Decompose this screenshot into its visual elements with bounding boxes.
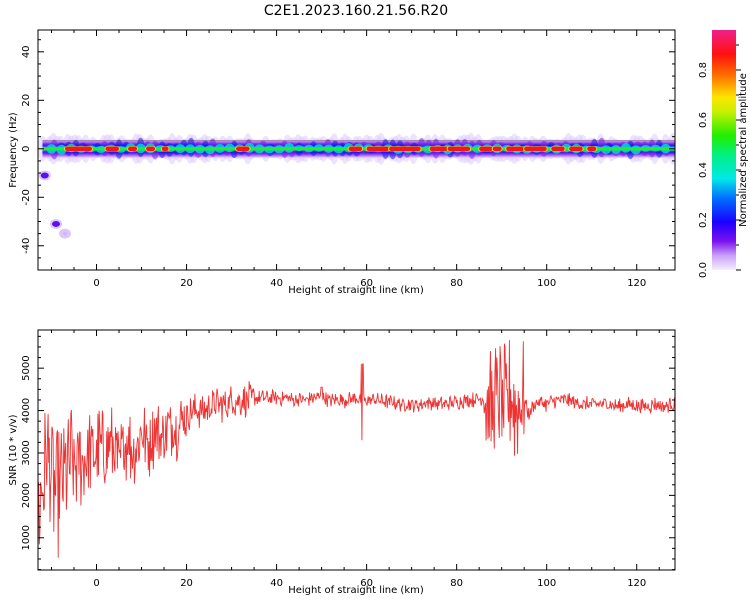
- snr-x-axis-label: Height of straight line (km): [288, 585, 424, 596]
- snr-y-tick-label: 1000: [21, 525, 32, 550]
- heatmap-hot-segment: [236, 146, 250, 151]
- heatmap-hot-segment: [105, 146, 120, 151]
- snr-y-tick-label: 5000: [21, 355, 32, 380]
- snr-y-axis-label: SNR (10 * v/v): [8, 414, 19, 485]
- heatmap-hot-segment: [587, 146, 597, 151]
- spectrogram-y-tick-label: 20: [21, 94, 32, 107]
- spectrogram-x-tick-label: 0: [93, 278, 99, 289]
- spectrogram-y-tick-label: 0: [21, 146, 32, 152]
- heatmap-outlier: [52, 220, 61, 227]
- spectrogram-y-tick-label: -40: [21, 238, 32, 254]
- heatmap-hot-segment: [506, 146, 525, 151]
- heatmap-hot-segment: [447, 146, 471, 151]
- snr-x-tick-label: 60: [360, 578, 373, 589]
- snr-y-tick-label: 2000: [21, 483, 32, 508]
- colorbar-tick-label: 0.2: [698, 212, 709, 228]
- colorbar: 0.0 0.2 0.4 0.6 0.8 Normalized spectral ampl…: [698, 30, 749, 278]
- heatmap-hot-segment: [348, 146, 363, 151]
- spectrogram-frame: [37, 29, 676, 271]
- heatmap-hot-segment: [569, 146, 583, 151]
- heatmap-hot-segment: [524, 146, 547, 151]
- snr-x-tick-label: 20: [180, 578, 193, 589]
- snr-x-tick-label: 0: [93, 578, 99, 589]
- spectrogram-x-tick-label: 100: [537, 278, 556, 289]
- spectrogram-y-tick-label: -20: [21, 189, 32, 205]
- heatmap-hot-segment: [366, 146, 390, 151]
- spectrogram-x-tick-label: 60: [360, 278, 373, 289]
- snr-frame: [37, 329, 676, 571]
- heatmap-hot-segment: [65, 146, 93, 151]
- colorbar-ticks: 0.0 0.2 0.4 0.6 0.8: [698, 44, 741, 278]
- colorbar-tick-label: 0.6: [698, 112, 709, 128]
- heatmap-hot-segment: [551, 146, 565, 151]
- heatmap-hot-segment: [146, 146, 156, 151]
- snr-panel: 0 20 40 60 80 100 120 1000 2000 3000 4000 5000 Heig…: [8, 329, 676, 596]
- heatmap-outlier: [40, 172, 49, 179]
- heatmap-hot-segment: [389, 146, 421, 151]
- snr-x-tick-label: 100: [537, 578, 556, 589]
- snr-ticks: 0 20 40 60 80 100 120 1000 2000 3000 4000 5000: [21, 330, 675, 589]
- snr-x-tick-label: 120: [627, 578, 646, 589]
- heatmap-hot-segment: [429, 146, 448, 151]
- spectrogram-panel: 0 20 40 60 80 100 120 -40 -20 0 20 40 Height of str…: [8, 29, 676, 296]
- spectrogram-y-axis-label: Frequency (Hz): [8, 112, 19, 188]
- colorbar-label: Normalized spectral amplitude: [738, 73, 749, 227]
- spectrogram-y-tick-label: 40: [21, 45, 32, 58]
- spectrogram-x-tick-label: 40: [270, 278, 283, 289]
- heatmap-hot-segment: [479, 146, 493, 151]
- colorbar-tick-label: 0.8: [698, 62, 709, 78]
- spectrogram-x-axis-label: Height of straight line (km): [288, 285, 424, 296]
- snr-x-tick-label: 40: [270, 578, 283, 589]
- spectrogram-x-tick-label: 80: [450, 278, 463, 289]
- heatmap-hot-segment: [492, 146, 502, 151]
- figure-title: C2E1.2023.160.21.56.R20: [264, 3, 448, 19]
- colorbar-tick-label: 0.4: [698, 162, 709, 178]
- snr-series-line: [38, 340, 675, 558]
- spectrogram-heatmap: [38, 132, 675, 239]
- heatmap-hot-segment: [161, 146, 169, 151]
- spectrogram-x-tick-label: 120: [627, 278, 646, 289]
- snr-y-tick-label: 3000: [21, 440, 32, 465]
- colorbar-tick-label: 0.0: [698, 262, 709, 278]
- snr-x-tick-label: 80: [450, 578, 463, 589]
- heatmap-hot-segment: [128, 146, 138, 151]
- spectrogram-ticks: 0 20 40 60 80 100 120 -40 -20 0 20 40: [21, 30, 675, 289]
- colorbar-gradient: [712, 30, 736, 270]
- snr-y-tick-label: 4000: [21, 398, 32, 423]
- spectrogram-x-tick-label: 20: [180, 278, 193, 289]
- heatmap-outlier: [63, 231, 68, 236]
